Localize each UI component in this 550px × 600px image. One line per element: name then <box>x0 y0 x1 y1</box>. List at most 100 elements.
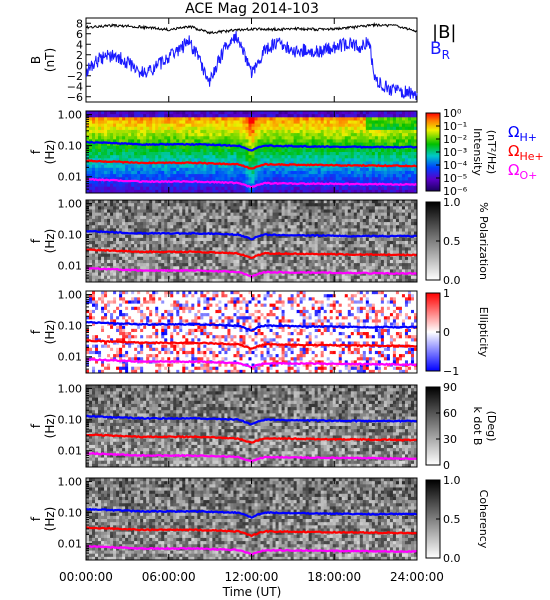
spectrogram-cell <box>140 256 144 261</box>
spectrogram-cell <box>101 250 105 255</box>
spectrogram-cell <box>290 269 295 274</box>
spectrogram-cell <box>380 167 385 172</box>
spectrogram-cell <box>176 129 180 134</box>
spectrogram-cell <box>305 200 310 204</box>
spectrogram-cell <box>182 114 186 118</box>
spectrogram-cell <box>254 237 259 242</box>
spectrogram-cell <box>278 250 283 255</box>
spectrogram-cell <box>317 111 322 115</box>
spectrogram-cell <box>299 117 304 121</box>
spectrogram-cell <box>143 158 147 162</box>
spectrogram-cell <box>254 142 259 147</box>
spectrogram-cell <box>296 256 301 261</box>
spectrogram-cell <box>236 272 240 277</box>
spectrogram-cell <box>302 275 307 280</box>
spectrogram-cell <box>335 133 340 137</box>
spectrogram-cell <box>92 259 96 264</box>
spectrogram-cell <box>101 129 105 134</box>
spectrogram-cell <box>140 177 144 181</box>
spectrogram-cell <box>155 133 159 137</box>
spectrogram-cell <box>278 186 283 191</box>
spectrogram-cell <box>206 111 210 115</box>
spectrogram-cell <box>110 272 114 277</box>
spectrogram-cell <box>95 234 99 239</box>
spectrogram-cell <box>338 114 343 118</box>
spectrogram-cell <box>272 225 277 229</box>
spectrogram-cell <box>188 186 192 191</box>
spectrogram-cell <box>296 237 301 242</box>
spectrogram-cell <box>302 250 307 255</box>
spectrogram-cell <box>293 155 298 159</box>
spectrogram-cell <box>308 215 313 220</box>
spectrogram-cell <box>149 237 153 242</box>
spectrogram-cell <box>188 117 192 121</box>
spectrogram-cell <box>350 183 355 188</box>
spectrogram-cell <box>161 155 165 159</box>
spectrogram-cell <box>320 250 325 255</box>
spectrogram-cell <box>281 120 286 125</box>
spectrogram-cell <box>191 263 195 267</box>
spectrogram-cell <box>404 189 409 194</box>
spectrogram-cell <box>125 129 129 134</box>
spectrogram-cell <box>113 155 117 159</box>
spectrogram-cell <box>398 189 403 194</box>
spectrogram-cell <box>170 275 174 280</box>
spectrogram-cell <box>176 120 180 125</box>
spectrogram-cell <box>140 114 144 118</box>
spectrogram-cell <box>293 209 298 214</box>
spectrogram-cell <box>341 177 346 181</box>
spectrogram-cell <box>281 212 286 217</box>
spectrogram-cell <box>278 241 283 245</box>
spectrogram-cell <box>308 120 313 125</box>
spectrogram-cell <box>161 218 165 223</box>
spectrogram-cell <box>128 234 132 239</box>
spectrogram-cell <box>251 183 256 188</box>
spectrogram-cell <box>122 170 126 175</box>
spectrogram-cell <box>194 123 198 128</box>
spectrogram-cell <box>98 152 102 156</box>
spectrogram-cell <box>287 250 292 255</box>
spectrogram-cell <box>149 253 153 258</box>
spectrogram-cell <box>122 241 126 245</box>
spectrogram-cell <box>230 266 234 270</box>
spectrogram-cell <box>122 278 126 283</box>
spectrogram-cell <box>188 170 192 175</box>
spectrogram-cell <box>107 114 111 118</box>
b-yunit: (nT) <box>43 48 57 72</box>
spectrogram-cell <box>128 225 132 229</box>
spectrogram-cell <box>290 218 295 223</box>
spectrogram-cell <box>260 186 265 191</box>
spectrogram-cell <box>167 234 171 239</box>
spectrogram-cell <box>224 203 228 207</box>
spectrogram-cell <box>290 247 295 251</box>
spectrogram-cell <box>206 253 210 258</box>
spectrogram-cell <box>233 275 237 280</box>
legend-b-r: BR <box>430 39 450 62</box>
spectrogram-cell <box>353 114 358 118</box>
spectrogram-cell <box>86 180 90 185</box>
spectrogram-cell <box>248 177 252 181</box>
spectrogram-cell <box>386 139 391 144</box>
spectrogram-cell <box>374 126 379 131</box>
spectrogram-cell <box>188 272 192 277</box>
spectrogram-cell <box>299 212 304 217</box>
spectrogram-cell <box>341 120 346 125</box>
spectrogram-cell <box>257 247 262 251</box>
spectrogram-cell <box>179 228 183 233</box>
spectrogram-cell <box>203 189 207 194</box>
spectrogram-cell <box>200 209 204 214</box>
spectrogram-cell <box>116 212 120 217</box>
spectrogram-cell <box>98 244 102 248</box>
spectrogram-cell <box>392 158 397 162</box>
spectrogram-cell <box>308 231 313 236</box>
spectrogram-cell <box>362 148 367 153</box>
spectrogram-cell <box>92 200 96 204</box>
spectrogram-cell <box>164 200 168 204</box>
spectrogram-cell <box>293 148 298 153</box>
spectrogram-cell <box>98 247 102 251</box>
spectrogram-cell <box>287 228 292 233</box>
spectrogram-cell <box>410 120 415 125</box>
spectrogram-cell <box>152 256 156 261</box>
spectrogram-cell <box>260 117 265 121</box>
spectrogram-cell <box>170 174 174 178</box>
